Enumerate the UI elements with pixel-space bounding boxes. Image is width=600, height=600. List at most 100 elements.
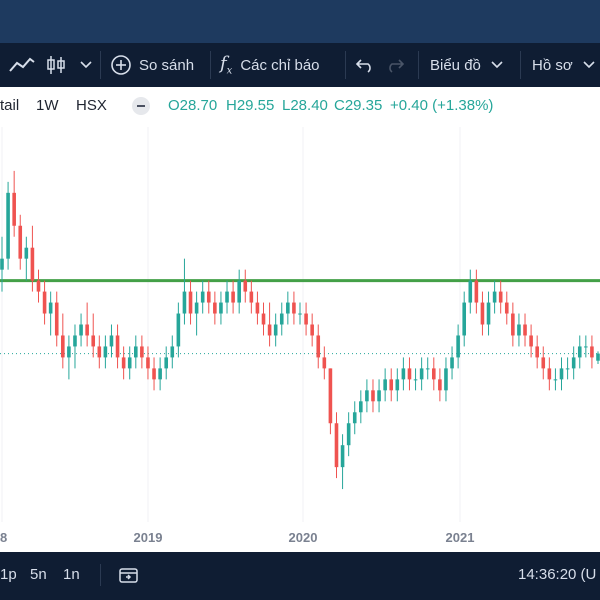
candle-body (48, 302, 53, 314)
candle (279, 302, 284, 336)
candle-body (413, 379, 418, 381)
toolbar-divider (100, 51, 101, 79)
candle (346, 412, 351, 457)
candle-body (115, 335, 120, 358)
candle-body (152, 368, 156, 380)
candle (577, 335, 582, 369)
candle (243, 269, 248, 303)
candle (480, 291, 485, 336)
candle (304, 302, 308, 336)
candle-body (553, 379, 558, 381)
candle (328, 368, 333, 435)
redo-icon (389, 59, 405, 73)
candle-body (359, 401, 363, 413)
candle-body (97, 346, 102, 358)
candle (523, 313, 527, 347)
candle (91, 313, 96, 358)
candle (48, 291, 53, 336)
candle (365, 379, 369, 413)
candle-body (298, 313, 302, 315)
symbol-info-bar: tail 1W HSX O28.70 H29.55 L28.40 C29.35 … (0, 87, 600, 127)
candle-body (468, 280, 473, 303)
candle (431, 357, 436, 391)
redo-button[interactable] (385, 43, 405, 87)
candle-body (12, 192, 16, 226)
candle (18, 214, 23, 270)
candle (571, 346, 576, 380)
compare-button[interactable]: So sánh (110, 43, 194, 87)
range-1p[interactable]: 1p (0, 566, 17, 583)
candle-body (492, 291, 497, 303)
candle (413, 368, 418, 391)
candle (371, 379, 375, 413)
candle (97, 335, 102, 369)
symbol-interval[interactable]: 1W (36, 97, 59, 114)
candle (115, 324, 120, 369)
candle (286, 291, 290, 325)
toolbar-divider (520, 51, 521, 79)
candle-body (200, 291, 205, 303)
chevron-down-icon[interactable] (80, 43, 92, 87)
candle (401, 357, 406, 391)
candle (67, 335, 71, 380)
candle-body (121, 357, 126, 369)
indicators-button[interactable]: fx Các chỉ báo (220, 43, 320, 87)
candle-body (395, 379, 400, 391)
candle (79, 313, 83, 347)
candle-body (541, 357, 546, 369)
ohlc-low: L28.40 (282, 97, 328, 114)
candle-body (158, 368, 162, 380)
candle-body (140, 346, 144, 358)
candle (529, 324, 533, 358)
candle-body (535, 346, 539, 358)
candle (407, 357, 412, 391)
range-5n[interactable]: 5n (30, 566, 47, 583)
candle (182, 258, 187, 325)
candle-body (377, 390, 381, 402)
candle-body (0, 258, 4, 270)
candle (438, 368, 442, 402)
range-1n[interactable]: 1n (63, 566, 80, 583)
candle-body (91, 335, 96, 347)
collapse-button[interactable] (132, 97, 150, 115)
calendar-arrow-icon (119, 568, 138, 583)
chart-toolbar: So sánh fx Các chỉ báo Biểu đồ Hồ sơ (0, 43, 600, 87)
candle (352, 401, 357, 435)
candle-body (559, 368, 564, 380)
plus-circle-icon (111, 55, 131, 75)
candle (389, 368, 394, 402)
candles-group (0, 170, 600, 490)
candle (267, 302, 272, 347)
line-chart-icon[interactable] (8, 43, 36, 87)
chart-menu-button[interactable]: Biểu đồ (430, 43, 503, 87)
candle-body (273, 324, 278, 336)
profile-menu-button[interactable]: Hồ sơ (532, 43, 595, 87)
candle (200, 280, 205, 314)
candle-body (231, 291, 235, 303)
candle-body (225, 291, 229, 303)
candle (419, 357, 424, 391)
x-tick-label: 2020 (289, 530, 318, 545)
candle (504, 291, 509, 325)
candle-body (194, 302, 199, 314)
candle (133, 335, 138, 369)
candle (298, 302, 302, 325)
candle-body (480, 302, 485, 325)
undo-button[interactable] (355, 43, 375, 87)
candle (395, 368, 400, 402)
minus-icon (137, 105, 145, 107)
candle (249, 280, 254, 314)
chart-menu-label: Biểu đồ (430, 56, 481, 74)
candle-body (292, 302, 296, 314)
candlestick-icon[interactable] (44, 43, 68, 87)
price-chart[interactable]: 8 2019 2020 2021 (0, 127, 600, 552)
candle (316, 324, 321, 369)
candle-body (42, 291, 47, 314)
profile-menu-label: Hồ sơ (532, 56, 573, 74)
date-range-button[interactable] (118, 565, 140, 589)
candle (553, 368, 558, 391)
candle-body (249, 291, 254, 303)
candle (6, 181, 10, 270)
candle (176, 302, 181, 358)
candle (213, 291, 217, 325)
